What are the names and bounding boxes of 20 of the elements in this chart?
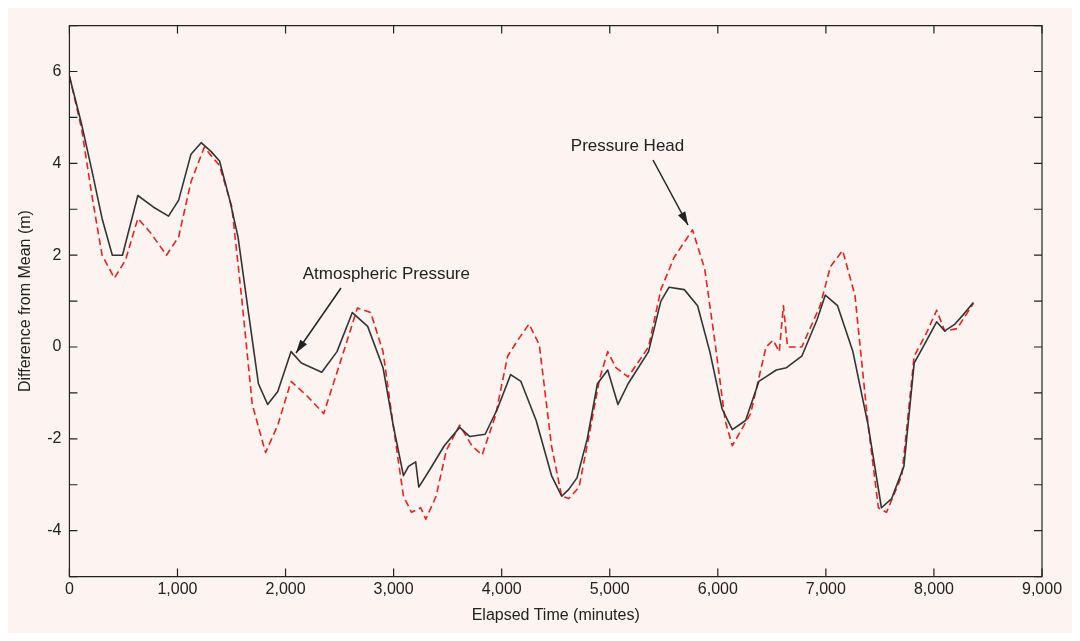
y-tick-label: -4 [47, 521, 62, 539]
x-tick-label: 0 [64, 579, 74, 597]
annotation: Atmospheric Pressure [302, 264, 470, 285]
x-tick-label: 7,000 [805, 579, 846, 597]
y-tick-label: 2 [52, 245, 62, 263]
x-axis-title: Elapsed Time (minutes) [471, 605, 640, 623]
annotation: Pressure Head [570, 135, 685, 156]
x-tick-label: 4,000 [481, 579, 522, 597]
x-tick-label: 8,000 [913, 579, 955, 597]
x-tick-label: 6,000 [697, 579, 738, 597]
x-tick-label: 2,000 [265, 579, 306, 597]
y-tick-label: 4 [52, 153, 62, 171]
y-axis-title: Difference from Mean (m) [16, 210, 34, 393]
x-tick-label: 3,000 [373, 579, 414, 597]
x-tick-label: 9,000 [1021, 579, 1063, 597]
y-tick-label: 0 [52, 337, 62, 355]
x-tick-label: 5,000 [589, 579, 630, 597]
x-tick-label: 1,000 [157, 579, 198, 597]
y-tick-label: -2 [47, 429, 62, 447]
y-tick-label: 6 [52, 61, 62, 79]
